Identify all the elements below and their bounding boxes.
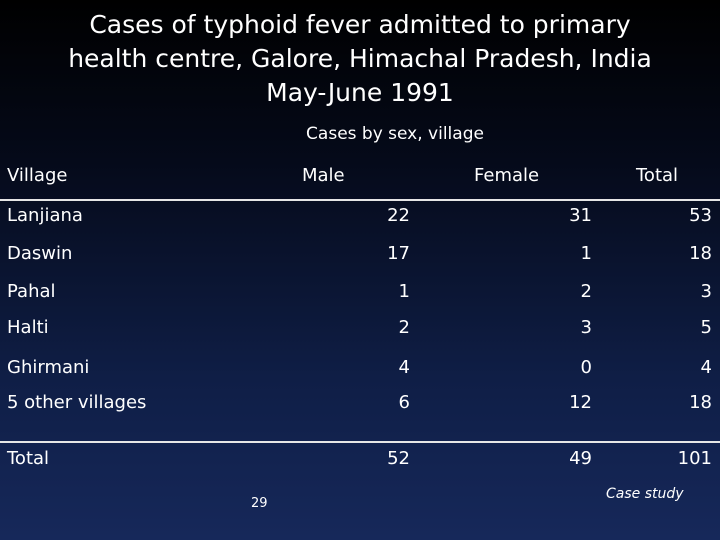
total-cell: 3	[700, 281, 712, 302]
female-cell: 3	[580, 317, 592, 338]
total-male-cell: 52	[387, 448, 410, 469]
col-header-male: Male	[302, 165, 345, 186]
col-header-female: Female	[474, 165, 540, 186]
total-cell: 18	[689, 243, 712, 264]
title-line-2: health centre, Galore, Himachal Pradesh,…	[68, 44, 652, 73]
male-cell: 22	[387, 205, 410, 226]
table-row: Halti 2 3 5	[0, 317, 720, 341]
female-cell: 12	[569, 392, 592, 413]
male-cell: 6	[398, 392, 410, 413]
total-row: Total 52 49 101	[0, 448, 720, 472]
village-cell: Lanjiana	[7, 205, 83, 226]
slide-title: Cases of typhoid fever admitted to prima…	[0, 8, 720, 110]
total-cell: 18	[689, 392, 712, 413]
female-cell: 1	[580, 243, 592, 264]
village-cell: Halti	[7, 317, 49, 338]
total-cell: 4	[700, 357, 712, 378]
col-header-village: Village	[7, 165, 68, 186]
table-caption: Cases by sex, village	[306, 124, 484, 144]
table-row: Ghirmani 4 0 4	[0, 357, 720, 381]
title-line-3: May-June 1991	[266, 78, 454, 107]
female-cell: 0	[580, 357, 592, 378]
female-cell: 2	[580, 281, 592, 302]
village-cell: Daswin	[7, 243, 73, 264]
village-cell: 5 other villages	[7, 392, 147, 413]
col-header-total: Total	[636, 165, 679, 186]
village-cell: Ghirmani	[7, 357, 90, 378]
total-rule	[0, 441, 720, 443]
village-cell: Pahal	[7, 281, 56, 302]
page-number: 29	[251, 496, 268, 511]
total-cell: 53	[689, 205, 712, 226]
total-female-cell: 49	[569, 448, 592, 469]
case-study-label: Case study	[606, 486, 684, 502]
male-cell: 1	[398, 281, 410, 302]
male-cell: 4	[398, 357, 410, 378]
total-label: Total	[7, 448, 50, 469]
title-line-1: Cases of typhoid fever admitted to prima…	[89, 10, 631, 39]
grand-total-cell: 101	[677, 448, 712, 469]
total-cell: 5	[700, 317, 712, 338]
table-row: 5 other villages 6 12 18	[0, 392, 720, 416]
male-cell: 2	[398, 317, 410, 338]
header-rule	[0, 199, 720, 201]
table-row: Lanjiana 22 31 53	[0, 205, 720, 229]
table-row: Pahal 1 2 3	[0, 281, 720, 305]
table-row: Daswin 17 1 18	[0, 243, 720, 267]
female-cell: 31	[569, 205, 592, 226]
male-cell: 17	[387, 243, 410, 264]
